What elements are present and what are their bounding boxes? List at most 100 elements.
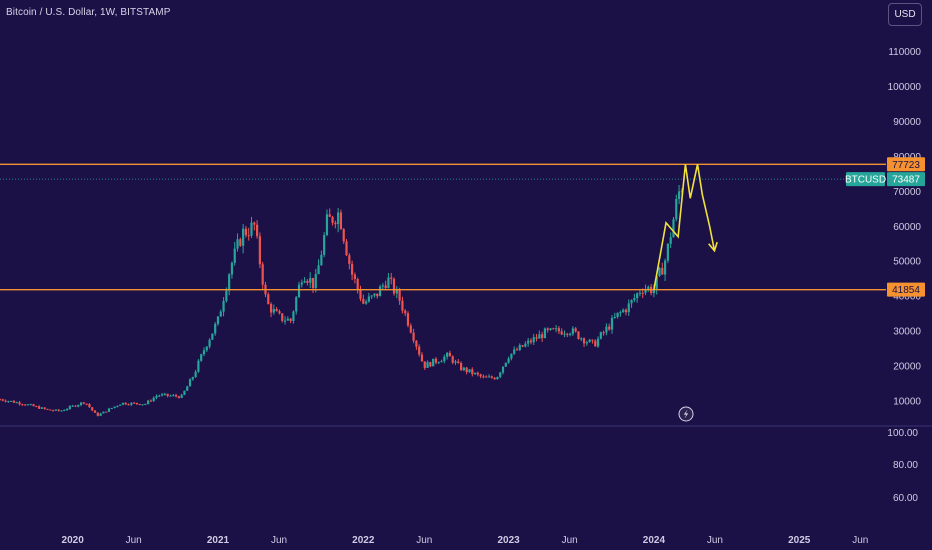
candle-body bbox=[99, 413, 102, 416]
projection-path[interactable] bbox=[653, 164, 716, 290]
candle-body bbox=[141, 404, 144, 406]
candle-body bbox=[337, 212, 340, 225]
time-axis-label: 2022 bbox=[352, 535, 375, 546]
candle-body bbox=[507, 358, 510, 363]
candle-body bbox=[202, 350, 206, 355]
candle-body bbox=[38, 406, 41, 409]
candle-body bbox=[462, 367, 465, 371]
candle-body bbox=[194, 371, 197, 378]
candle-body bbox=[74, 405, 77, 407]
candle-body bbox=[113, 406, 116, 408]
candle-body bbox=[96, 412, 99, 416]
candle-body bbox=[49, 409, 52, 411]
price-axis-tick: 110000 bbox=[888, 47, 921, 58]
candle-body bbox=[107, 408, 111, 412]
candle-body bbox=[501, 366, 505, 373]
time-axis-label: Jun bbox=[562, 535, 578, 546]
ticker-symbol-tag bbox=[846, 172, 885, 187]
candle-body bbox=[214, 323, 217, 334]
candle-body bbox=[138, 403, 141, 405]
candle-body bbox=[367, 296, 370, 302]
candle-body bbox=[465, 367, 468, 373]
candle-body bbox=[222, 301, 225, 312]
candle-body bbox=[571, 328, 574, 334]
candle-body bbox=[426, 362, 429, 368]
candle-body bbox=[577, 331, 580, 339]
candle-body bbox=[68, 406, 71, 409]
candle-body bbox=[409, 325, 412, 333]
candle-body bbox=[627, 303, 630, 313]
candle-body bbox=[546, 328, 549, 330]
time-axis-label: Jun bbox=[852, 535, 868, 546]
price-axis-tick: 60000 bbox=[893, 222, 921, 233]
candle-body bbox=[429, 362, 432, 367]
candle-body bbox=[418, 346, 421, 355]
candle-body bbox=[40, 407, 44, 409]
candle-body bbox=[672, 219, 675, 238]
candle-body bbox=[250, 222, 253, 236]
candle-body bbox=[574, 328, 577, 332]
candle-body bbox=[493, 377, 496, 380]
candle-body bbox=[552, 328, 555, 330]
candle-body bbox=[230, 262, 234, 275]
level-price-tag bbox=[887, 282, 925, 297]
candle-body bbox=[345, 241, 348, 256]
candle-body bbox=[51, 410, 55, 412]
level-price-tag-label: 41854 bbox=[892, 285, 920, 296]
candle-body bbox=[91, 407, 94, 411]
currency-button[interactable]: USD bbox=[888, 3, 922, 26]
projection-arrow-head bbox=[708, 241, 718, 253]
candle-body bbox=[515, 349, 519, 351]
candle-body bbox=[21, 404, 24, 406]
candle-body bbox=[485, 376, 488, 378]
candle-body bbox=[610, 317, 614, 330]
candle-body bbox=[432, 358, 435, 367]
candle-body bbox=[272, 308, 275, 313]
candle-body bbox=[596, 338, 600, 347]
candle-body bbox=[155, 395, 158, 398]
candle-body bbox=[172, 395, 175, 397]
candle-body bbox=[568, 333, 572, 335]
candle-body bbox=[26, 404, 30, 406]
price-axis-tick: 30000 bbox=[893, 327, 921, 338]
candle-body bbox=[613, 316, 616, 318]
candle-body bbox=[524, 343, 527, 347]
candle-body bbox=[541, 334, 544, 339]
time-axis-label: Jun bbox=[416, 535, 432, 546]
candle-body bbox=[46, 408, 49, 410]
level-price-tag bbox=[887, 157, 925, 172]
candle-body bbox=[381, 285, 384, 287]
candle-body bbox=[85, 403, 88, 405]
candle-body bbox=[490, 376, 493, 378]
candle-body bbox=[124, 402, 127, 405]
candle-body bbox=[555, 328, 558, 330]
candle-body bbox=[261, 264, 264, 285]
candle-body bbox=[328, 214, 331, 217]
candle-body bbox=[239, 239, 242, 246]
candle-body bbox=[116, 405, 119, 407]
candle-body bbox=[309, 277, 312, 283]
candle-body bbox=[513, 349, 516, 354]
candle-body bbox=[468, 369, 471, 373]
candle-body bbox=[510, 353, 513, 359]
candle-body bbox=[420, 354, 424, 362]
price-axis-tick: 70000 bbox=[893, 187, 921, 198]
candle-body bbox=[323, 234, 326, 255]
last-price-label: 73487 bbox=[892, 175, 920, 186]
candle-body bbox=[144, 404, 147, 406]
candle-body bbox=[225, 290, 228, 302]
candle-body bbox=[624, 309, 628, 313]
indicator-axis-tick: 100.00 bbox=[887, 428, 918, 439]
candle-body bbox=[538, 334, 541, 339]
candle-body bbox=[395, 289, 398, 294]
candle-body bbox=[451, 356, 454, 363]
candle-body bbox=[443, 356, 446, 362]
candle-body bbox=[297, 284, 301, 298]
candle-body bbox=[647, 286, 650, 290]
candle-body bbox=[169, 395, 172, 397]
candle-body bbox=[585, 342, 588, 344]
candle-body bbox=[57, 409, 60, 411]
price-axis-tick: 20000 bbox=[893, 362, 921, 373]
